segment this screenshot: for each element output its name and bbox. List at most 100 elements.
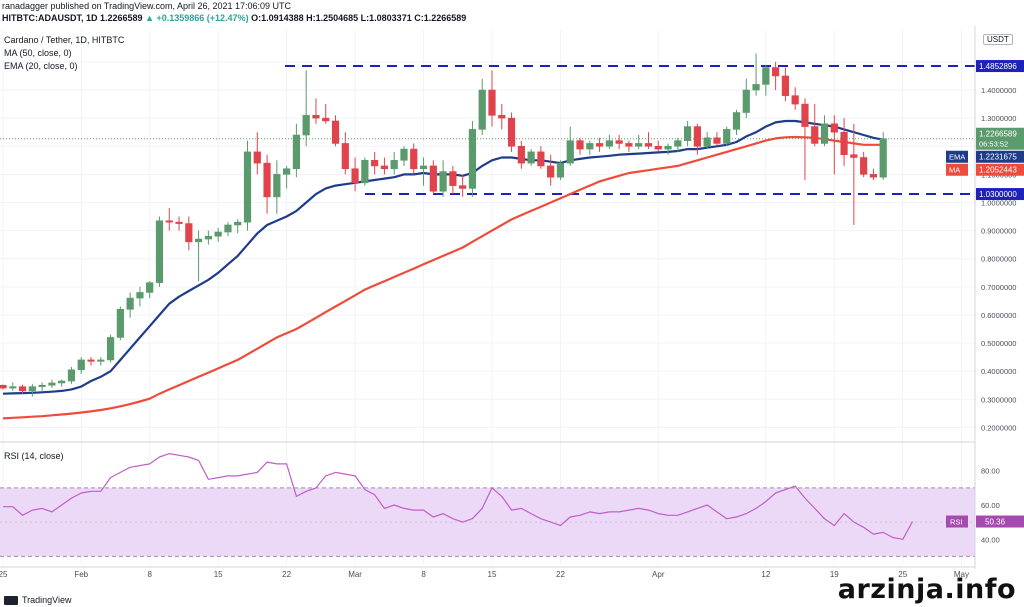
candle-body bbox=[488, 89, 496, 116]
candle-body bbox=[791, 95, 799, 105]
ema-legend[interactable]: EMA (20, close, 0) bbox=[4, 61, 78, 71]
price-tick-label: 0.3000000 bbox=[981, 395, 1016, 404]
ma-legend[interactable]: MA (50, close, 0) bbox=[4, 48, 72, 58]
candle-body bbox=[635, 143, 643, 147]
watermark: arzinja.info bbox=[837, 574, 1016, 605]
price-tick-label: 0.2000000 bbox=[981, 423, 1016, 432]
candle-body bbox=[322, 117, 330, 122]
candle-body bbox=[762, 67, 770, 85]
candle-body bbox=[674, 140, 682, 147]
candle-body bbox=[292, 134, 301, 170]
axes: 0.2000000 0.3000000 0.4000000 0.5000000 0.60… bbox=[0, 26, 1016, 579]
rsi-value-box bbox=[976, 515, 1024, 528]
candle-body bbox=[644, 143, 653, 147]
last-price-label-box bbox=[976, 127, 1024, 150]
candle-body bbox=[175, 221, 183, 224]
candle-body bbox=[9, 386, 17, 389]
countdown-label: 06:53:52 bbox=[979, 140, 1008, 149]
candle-body bbox=[283, 168, 291, 175]
time-tick-label: 12 bbox=[761, 570, 770, 579]
level-label: 1.4852896 bbox=[979, 62, 1017, 71]
time-tick-label: May bbox=[954, 570, 969, 579]
time-tick-label: 19 bbox=[830, 570, 839, 579]
candle-body bbox=[38, 384, 46, 387]
rsi-tick-label: 60.00 bbox=[981, 501, 1000, 510]
time-tick-label: 8 bbox=[421, 570, 426, 579]
time-tick-label: 15 bbox=[488, 570, 497, 579]
candle-body bbox=[811, 126, 819, 144]
candle-body bbox=[116, 309, 124, 338]
rsi-overbought-oversold-band bbox=[0, 487, 975, 557]
candle-body bbox=[18, 386, 27, 392]
ma-label-name: MA bbox=[949, 166, 960, 175]
candle-body bbox=[185, 223, 193, 243]
candle-body bbox=[341, 143, 349, 170]
price-tick-label: 0.5000000 bbox=[981, 339, 1016, 348]
candle-body bbox=[234, 221, 242, 226]
ma50-line bbox=[2, 135, 884, 420]
candle-body bbox=[155, 220, 164, 283]
candle-body bbox=[67, 369, 76, 382]
rsi-tick-label: 80.00 bbox=[981, 467, 1000, 476]
candle-body bbox=[850, 154, 858, 158]
candle-body bbox=[195, 238, 203, 243]
candle-body bbox=[595, 143, 604, 147]
rsi-value: 50.36 bbox=[985, 518, 1006, 527]
symbol: HITBTC:ADAUSDT, 1D bbox=[2, 13, 98, 23]
candle-body bbox=[419, 165, 428, 170]
candle-body bbox=[605, 140, 613, 147]
price-tick-label: 0.8000000 bbox=[981, 255, 1016, 264]
candle-body bbox=[478, 89, 486, 130]
candle-body bbox=[693, 126, 701, 147]
ma-label-value: 1.2052443 bbox=[979, 166, 1017, 175]
candle-body bbox=[77, 359, 85, 371]
candle-body bbox=[97, 359, 105, 362]
candle-body bbox=[28, 386, 36, 392]
price-tick-label: 0.7000000 bbox=[981, 283, 1016, 292]
level-label-box bbox=[976, 60, 1024, 73]
candle-body bbox=[517, 145, 525, 164]
candles bbox=[0, 53, 887, 397]
last-price-label: 1.2266589 bbox=[979, 130, 1017, 139]
candle-body bbox=[400, 148, 408, 161]
chart-title: Cardano / Tether, 1D, HITBTC bbox=[4, 35, 125, 45]
candle-body bbox=[273, 174, 281, 198]
price-tick-label: 0.4000000 bbox=[981, 367, 1016, 376]
tradingview-icon bbox=[4, 596, 18, 605]
candle-body bbox=[547, 165, 555, 178]
time-tick-label: 8 bbox=[147, 570, 152, 579]
candle-body bbox=[586, 143, 594, 150]
candle-body bbox=[723, 129, 731, 144]
price-tick-label: 0.9000000 bbox=[981, 227, 1016, 236]
candle-body bbox=[801, 103, 809, 127]
candle-body bbox=[0, 384, 7, 389]
price-change: ▲ +0.1359866 (+12.47%) bbox=[145, 13, 249, 23]
ema-label-name: EMA bbox=[949, 153, 965, 162]
rsi-legend[interactable]: RSI (14, close) bbox=[4, 451, 64, 461]
candle-body bbox=[830, 123, 838, 133]
time-tick-label: 25 bbox=[0, 570, 8, 579]
level-label: 1.0300000 bbox=[979, 190, 1017, 199]
candle-body bbox=[214, 231, 222, 237]
candle-body bbox=[106, 337, 115, 361]
candle-body bbox=[556, 162, 565, 178]
ma-label-name-box bbox=[946, 163, 968, 176]
time-tick-label: Mar bbox=[348, 570, 362, 579]
price-tick-label: 0.6000000 bbox=[981, 311, 1016, 320]
time-tick-label: 25 bbox=[898, 570, 907, 579]
candle-body bbox=[126, 297, 134, 310]
time-tick-label: 22 bbox=[556, 570, 565, 579]
candle-body bbox=[302, 115, 310, 136]
time-tick-label: 15 bbox=[214, 570, 223, 579]
currency-badge[interactable]: USDT bbox=[983, 34, 1013, 45]
candle-body bbox=[879, 138, 887, 178]
candle-body bbox=[380, 165, 389, 170]
candle-body bbox=[537, 151, 545, 167]
level-label-box bbox=[976, 188, 1024, 201]
candle-body bbox=[468, 129, 477, 189]
time-tick-label: Feb bbox=[74, 570, 88, 579]
ema-label-name-box bbox=[946, 150, 968, 163]
candle-body bbox=[498, 115, 506, 119]
